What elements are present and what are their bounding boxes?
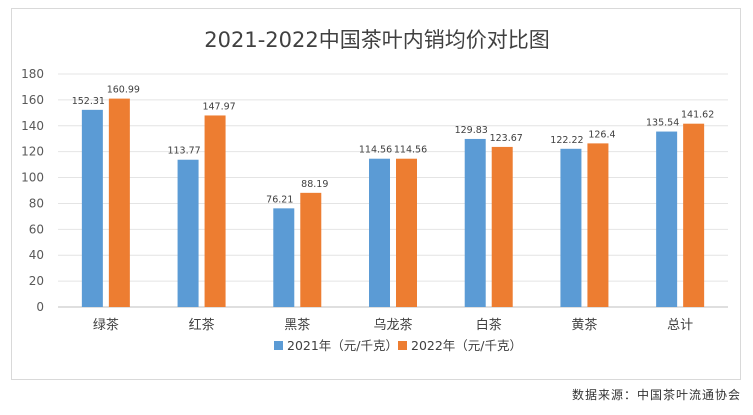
y-tick-label: 0: [36, 300, 44, 314]
legend-swatch: [398, 341, 407, 350]
data-label: 129.83: [455, 125, 488, 136]
legend-label: 2022年（元/千克）: [411, 338, 522, 353]
source-note: 数据来源：中国茶叶流通协会: [571, 388, 741, 402]
data-label: 76.21: [266, 194, 293, 205]
data-label: 114.56: [359, 145, 392, 156]
bar-2022: [491, 146, 513, 307]
bar-2021: [177, 159, 199, 307]
x-tick-label: 乌龙茶: [373, 317, 412, 333]
data-label: 160.99: [107, 85, 140, 96]
x-tick-label: 黑茶: [284, 317, 310, 333]
y-tick-label: 60: [29, 222, 44, 236]
bar-2022: [300, 192, 322, 307]
data-label: 126.4: [588, 129, 615, 140]
data-label: 135.54: [646, 118, 679, 129]
legend-label: 2021年（元/千克）: [287, 338, 398, 353]
data-label: 141.62: [681, 110, 714, 121]
x-tick-label: 总计: [667, 318, 693, 333]
bar-2022: [587, 143, 609, 307]
data-label: 122.22: [550, 135, 583, 146]
y-tick-label: 80: [29, 196, 44, 210]
data-label: 152.31: [72, 96, 105, 107]
x-tick-label: 红茶: [189, 317, 215, 333]
y-tick-label: 20: [29, 274, 44, 288]
bar-2022: [396, 158, 417, 307]
data-label: 147.97: [202, 101, 235, 112]
y-tick-label: 100: [21, 171, 44, 185]
y-tick-label: 40: [29, 248, 44, 262]
bar-2021: [273, 208, 295, 307]
y-tick-label: 160: [21, 93, 44, 107]
data-label: 88.19: [301, 179, 328, 190]
y-tick-label: 120: [21, 145, 44, 159]
bar-2022: [683, 123, 705, 307]
chart-frame: 2021-2022中国茶叶内销均价对比图 0 20 40 60 80 100 120 140 16…: [11, 8, 741, 380]
data-label: 114.56: [394, 145, 427, 156]
bar-2021: [81, 109, 103, 307]
bar-2021: [464, 138, 486, 307]
bar-2021: [369, 158, 390, 307]
x-tick-label: 绿茶: [93, 317, 119, 333]
y-tick-label: 140: [21, 119, 44, 133]
legend-swatch: [274, 341, 283, 350]
bar-chart: 2021-2022中国茶叶内销均价对比图 0 20 40 60 80 100 120 140 16…: [21, 28, 728, 353]
data-label: 113.77: [167, 146, 200, 157]
chart-title: 2021-2022中国茶叶内销均价对比图: [204, 28, 549, 52]
y-tick-label: 180: [21, 67, 44, 81]
bar-2022: [204, 115, 226, 307]
x-tick-label: 白茶: [476, 317, 502, 333]
bar-2021: [656, 131, 678, 307]
data-label: 123.67: [490, 133, 523, 144]
bar-2022: [108, 98, 130, 307]
bar-2021: [560, 148, 582, 307]
x-tick-label: 黄茶: [571, 317, 597, 333]
